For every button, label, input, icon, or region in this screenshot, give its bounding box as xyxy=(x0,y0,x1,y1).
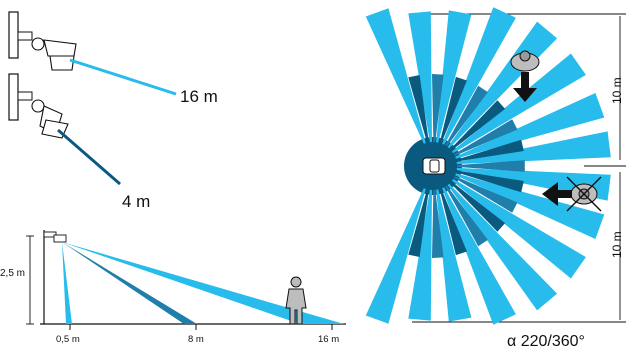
mounted-sensor-small-head xyxy=(53,234,67,243)
detection-ray-short-10 xyxy=(450,181,506,232)
sensor-top-view xyxy=(422,157,446,175)
dimension-label-upper: 10 m xyxy=(610,77,624,104)
detection-ray-long-9 xyxy=(455,173,605,239)
detection-wedge-16m xyxy=(62,242,344,324)
detection-ray-short-9 xyxy=(454,176,518,213)
detection-ray-short-13 xyxy=(432,189,444,258)
detection-ray-short-14 xyxy=(408,189,429,257)
detection-ray-short-11 xyxy=(445,185,488,247)
detection-ray-short-12 xyxy=(439,188,467,256)
detection-ray-short-0 xyxy=(408,75,429,143)
detection-ray-long-11 xyxy=(447,183,558,311)
detection-ray-long-7 xyxy=(456,131,611,165)
detection-ray-short-7 xyxy=(457,160,525,172)
detection-ray-long-14 xyxy=(408,189,432,321)
mounted-sensor-small xyxy=(43,231,57,238)
dimension-label-lower: 10 m xyxy=(610,231,624,258)
detection-ray-short-6 xyxy=(456,139,524,162)
detection-ray-short-4 xyxy=(450,100,506,151)
sensor-head xyxy=(43,39,77,57)
detection-ray-long-1 xyxy=(408,11,432,143)
range-label-4m: 4 m xyxy=(122,192,150,211)
range-label-16m: 16 m xyxy=(180,87,218,106)
detection-rays xyxy=(365,7,611,325)
detection-ray-short-5 xyxy=(454,119,518,156)
person-crossed-out-top xyxy=(566,176,602,212)
detection-ray-short-3 xyxy=(445,85,488,147)
detection-ray-short-2 xyxy=(439,76,467,144)
person-figure-side xyxy=(285,276,307,325)
height-label: 2,5 m xyxy=(0,268,25,279)
detection-ray-long-13 xyxy=(436,189,472,322)
mount-joint xyxy=(31,37,45,51)
arrow-left-icon xyxy=(542,182,572,206)
detection-wedge-0-5m xyxy=(62,242,72,324)
detection-ray-long-2 xyxy=(436,10,472,143)
detection-ray-long-12 xyxy=(442,187,516,325)
wall-plate xyxy=(8,11,19,59)
beam-16m xyxy=(69,58,177,96)
wall-plate xyxy=(8,73,19,121)
detection-ray-short-8 xyxy=(456,170,524,193)
tick-label-0-5m: 0,5 m xyxy=(56,334,80,345)
person-walking-top xyxy=(510,50,540,72)
detection-ray-long-15 xyxy=(365,188,426,324)
detection-ray-short-1 xyxy=(432,74,444,143)
mount-arm xyxy=(17,31,33,41)
arrow-down-icon xyxy=(513,72,537,102)
detection-ray-long-6 xyxy=(455,93,605,159)
sensor-lens-housing xyxy=(49,55,75,71)
top-view-pattern: 10 m 10 m α 220/360° xyxy=(365,7,626,350)
sensor-lower-tilt xyxy=(8,73,121,186)
mount-joint xyxy=(31,99,45,113)
tick-label-16m: 16 m xyxy=(318,334,339,345)
angle-label: α 220/360° xyxy=(507,333,585,350)
mount-arm xyxy=(17,91,33,101)
tick-label-8m: 8 m xyxy=(188,334,204,345)
detection-ray-long-5 xyxy=(452,53,586,154)
detection-ray-long-10 xyxy=(452,178,586,279)
detection-wedge-8m xyxy=(62,242,197,324)
detection-ray-long-0 xyxy=(365,8,426,144)
beam-4m xyxy=(57,128,121,186)
side-view-chart: 2,5 m 0,5 m 8 m 16 m xyxy=(0,230,346,345)
sensor-upper-tilt xyxy=(8,11,177,96)
detection-ray-long-3 xyxy=(442,7,516,145)
